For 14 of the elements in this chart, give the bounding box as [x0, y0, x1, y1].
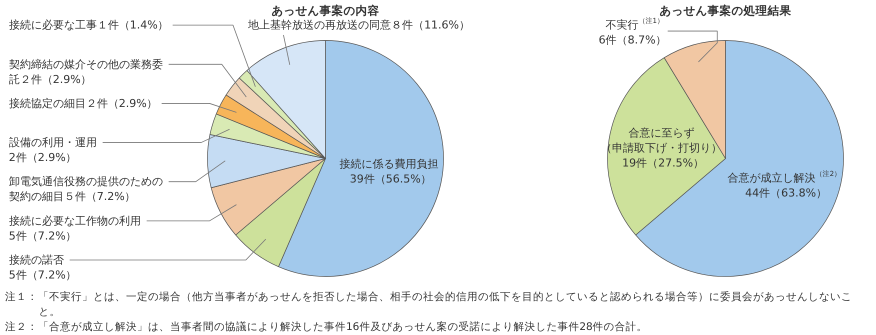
slice-label: 設備の利用・運用2件（2.9%）	[8, 136, 97, 164]
chart-title: あっせん事案の処理結果	[660, 4, 792, 18]
text: 注２：「合意が成立し解決」は、当事者間の協議により解決した事件16件及びあっせん案の受諾により解決した事件28件の合計。	[5, 320, 649, 335]
slice-label: 合意に至らず（申請取下げ・打切り）19件（27.5%）	[600, 126, 722, 170]
slice-label: 契約締結の媒介その他の業務委託２件（2.9%）	[8, 58, 163, 86]
slice-label: 接続に係る費用負担39件（56.5%）	[340, 158, 439, 186]
slice-label: 接続に必要な工事１件（1.4%）	[8, 18, 169, 32]
chart-title: あっせん事案の内容	[272, 4, 380, 18]
slice-label: 卸電気通信役務の提供のための契約の細目５件（7.2%）	[8, 175, 163, 204]
text: 注１：「不実行」とは、一定の場合（他方当事者があっせんを拒否した場合、相手の社会的信用の低下を目的としていると認められる場合等）に委員会があっせんしないこと。	[5, 290, 853, 320]
slice-label: 接続協定の細目２件（2.9%）	[8, 96, 158, 110]
slice-label: 接続に必要な工作物の利用5件（7.2%）	[8, 214, 141, 242]
slice-label: 接続の諾否5件（7.2%）	[8, 253, 77, 282]
slice-label: 地上基幹放送の再放送の同意８件（11.6%）	[247, 18, 470, 32]
